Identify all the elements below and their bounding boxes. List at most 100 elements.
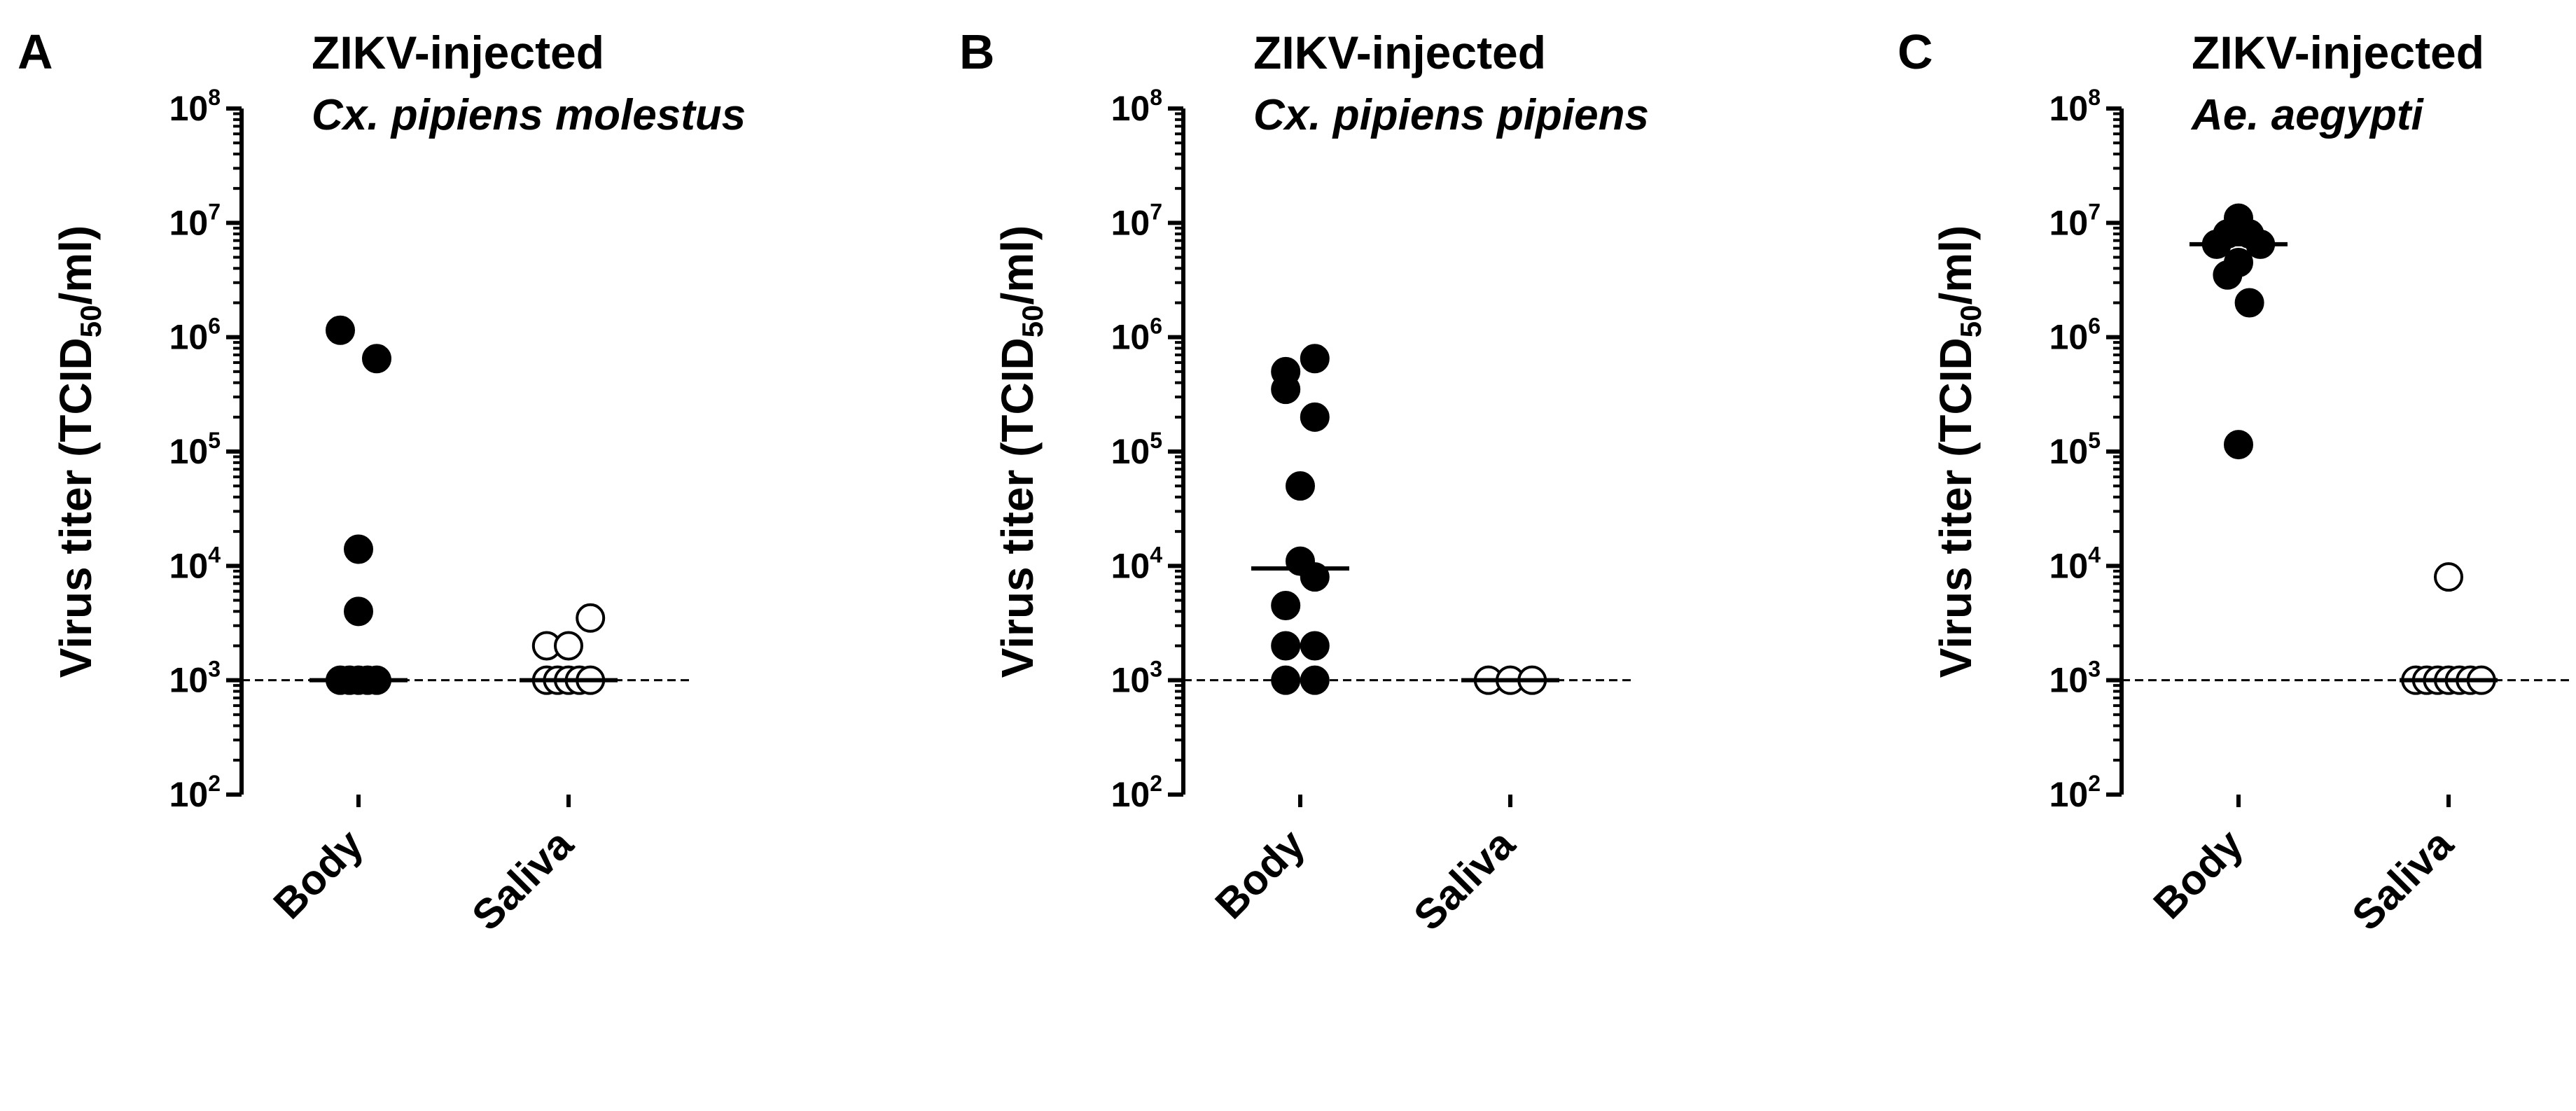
x-tick-label: Saliva bbox=[463, 820, 582, 939]
y-tick-label: 105 bbox=[169, 428, 221, 471]
y-tick-label: 106 bbox=[1111, 314, 1162, 357]
y-tick-exponent: 6 bbox=[2088, 314, 2101, 339]
y-tick-base: 10 bbox=[1111, 661, 1150, 700]
y-tick-label: 108 bbox=[169, 85, 221, 128]
y-tick-exponent: 3 bbox=[208, 657, 221, 682]
y-tick-exponent: 5 bbox=[1150, 428, 1162, 453]
y-tick-label: 108 bbox=[1111, 85, 1162, 128]
y-tick-label: 102 bbox=[1111, 771, 1162, 814]
data-point bbox=[2224, 247, 2253, 277]
y-tick-exponent: 7 bbox=[2088, 199, 2101, 224]
chart-subtitle: Cx. pipiens molestus bbox=[312, 91, 746, 139]
data-point bbox=[1271, 356, 1301, 386]
y-tick-label: 106 bbox=[169, 314, 221, 357]
y-tick-base: 10 bbox=[1111, 546, 1150, 585]
chart-subtitle: Ae. aegypti bbox=[2190, 91, 2425, 139]
y-tick-exponent: 2 bbox=[2088, 771, 2101, 796]
y-tick-base: 10 bbox=[1111, 775, 1150, 814]
y-tick-label: 104 bbox=[169, 542, 221, 585]
chart-title: ZIKV-injected bbox=[312, 27, 604, 78]
y-tick-base: 10 bbox=[2049, 546, 2089, 585]
y-tick-exponent: 5 bbox=[2088, 428, 2101, 453]
data-point bbox=[1300, 665, 1330, 695]
data-point bbox=[1300, 402, 1330, 432]
y-tick-label: 107 bbox=[2049, 199, 2101, 242]
y-axis-label-main: Virus titer (TCID bbox=[1930, 337, 1981, 678]
y-tick-label: 106 bbox=[2049, 314, 2101, 357]
x-tick-label: Body bbox=[1206, 820, 1314, 928]
x-tick-label: Body bbox=[265, 820, 373, 928]
y-axis-label: Virus titer (TCID50/ml) bbox=[992, 225, 1049, 678]
data-point bbox=[1300, 631, 1330, 661]
y-tick-exponent: 2 bbox=[1150, 771, 1162, 796]
x-tick-label: Saliva bbox=[1405, 820, 1524, 939]
y-axis-label-tail: /ml) bbox=[50, 225, 101, 305]
y-tick-exponent: 8 bbox=[2088, 85, 2101, 110]
y-tick-base: 10 bbox=[2049, 661, 2089, 700]
y-tick-base: 10 bbox=[169, 775, 209, 814]
y-tick-base: 10 bbox=[169, 432, 209, 471]
y-tick-label: 102 bbox=[169, 771, 221, 814]
y-tick-base: 10 bbox=[169, 661, 209, 700]
data-point bbox=[2224, 203, 2253, 233]
data-point bbox=[576, 603, 606, 633]
y-tick-base: 10 bbox=[2049, 203, 2089, 242]
data-point bbox=[1271, 631, 1301, 661]
y-tick-label: 103 bbox=[2049, 657, 2101, 700]
data-point bbox=[1286, 471, 1315, 501]
y-tick-base: 10 bbox=[1111, 318, 1150, 357]
y-tick-exponent: 7 bbox=[208, 199, 221, 224]
y-tick-label: 107 bbox=[169, 199, 221, 242]
y-axis-label-subscript: 50 bbox=[74, 305, 107, 338]
y-tick-label: 104 bbox=[2049, 542, 2101, 585]
y-tick-base: 10 bbox=[169, 546, 209, 585]
y-axis-label: Virus titer (TCID50/ml) bbox=[50, 225, 107, 678]
series-saliva bbox=[1461, 665, 1559, 695]
y-tick-exponent: 3 bbox=[1150, 657, 1162, 682]
series-body bbox=[2189, 203, 2288, 460]
y-tick-label: 103 bbox=[169, 657, 221, 700]
data-point bbox=[344, 596, 373, 627]
y-tick-base: 10 bbox=[2049, 89, 2089, 128]
chart-title: ZIKV-injected bbox=[1253, 27, 1546, 78]
y-tick-exponent: 5 bbox=[208, 428, 221, 453]
y-tick-base: 10 bbox=[2049, 432, 2089, 471]
y-tick-exponent: 4 bbox=[208, 542, 221, 567]
y-tick-exponent: 8 bbox=[208, 85, 221, 110]
y-tick-base: 10 bbox=[1111, 89, 1150, 128]
series-saliva bbox=[520, 603, 618, 695]
series-saliva bbox=[2400, 562, 2498, 695]
panel-label: A bbox=[18, 25, 53, 79]
data-point bbox=[2224, 430, 2253, 460]
y-tick-label: 103 bbox=[1111, 657, 1162, 700]
y-tick-label: 105 bbox=[1111, 428, 1162, 471]
y-axis-label-subscript: 50 bbox=[1954, 305, 1987, 338]
y-tick-base: 10 bbox=[169, 89, 209, 128]
data-point bbox=[326, 315, 355, 345]
y-tick-label: 105 bbox=[2049, 428, 2101, 471]
y-tick-label: 107 bbox=[1111, 199, 1162, 242]
panel-label: C bbox=[1898, 25, 1933, 79]
y-tick-label: 102 bbox=[2049, 771, 2101, 814]
y-tick-exponent: 8 bbox=[1150, 85, 1162, 110]
y-tick-label: 104 bbox=[1111, 542, 1163, 585]
data-point bbox=[554, 631, 583, 661]
x-tick-label: Saliva bbox=[2343, 820, 2462, 939]
y-tick-base: 10 bbox=[2049, 318, 2089, 357]
y-tick-base: 10 bbox=[1111, 203, 1150, 242]
y-tick-base: 10 bbox=[1111, 432, 1150, 471]
y-tick-exponent: 6 bbox=[208, 314, 221, 339]
data-point bbox=[362, 344, 391, 374]
y-tick-exponent: 2 bbox=[208, 771, 221, 796]
y-tick-exponent: 4 bbox=[1150, 542, 1162, 567]
data-point bbox=[2434, 562, 2463, 592]
data-point bbox=[1271, 590, 1301, 620]
data-point bbox=[2234, 288, 2264, 318]
panel-label: B bbox=[959, 25, 995, 79]
y-tick-exponent: 4 bbox=[2088, 542, 2101, 567]
